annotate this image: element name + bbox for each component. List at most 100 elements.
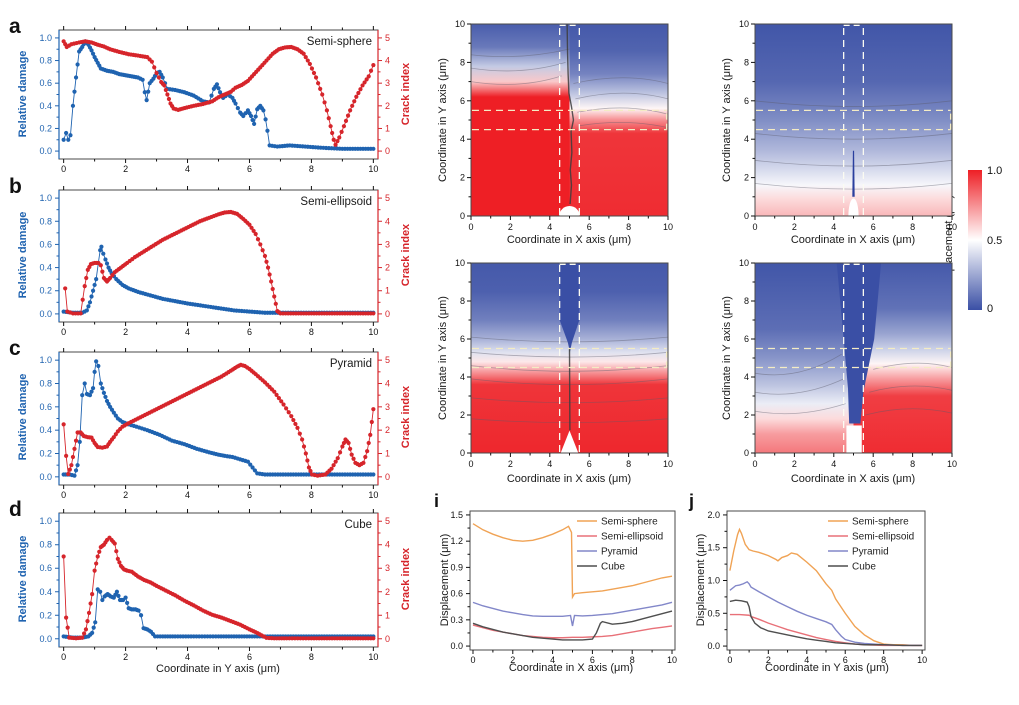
tick-label: 0.2 xyxy=(39,123,52,133)
contour-line xyxy=(754,403,846,415)
panel-f-xlabel: Coordinate in X axis (μm) xyxy=(790,234,916,246)
tick-label: 0.4 xyxy=(39,425,52,435)
series-cube xyxy=(472,610,673,641)
tick-label: 6 xyxy=(871,459,876,469)
colorbar-tick-0: 0 xyxy=(987,303,994,315)
tick-label: 0.5 xyxy=(707,608,720,618)
tick-label: 4 xyxy=(831,459,836,469)
tick-label: 4 xyxy=(547,222,552,232)
tick-label: 2 xyxy=(123,327,128,337)
tick-label: 10 xyxy=(917,655,927,665)
series-crack xyxy=(61,535,376,641)
tick-label: 10 xyxy=(455,19,465,29)
tick-label: 8 xyxy=(309,327,314,337)
tick-label: 0.8 xyxy=(39,56,52,66)
tick-label: 2 xyxy=(123,652,128,662)
tick-label: 2 xyxy=(123,490,128,500)
tick-label: 0.0 xyxy=(39,309,52,319)
tick-label: 0.2 xyxy=(39,449,52,459)
series-semi_sphere xyxy=(472,523,673,600)
tick-label: 0.0 xyxy=(450,641,463,651)
tick-label: 1.2 xyxy=(450,536,463,546)
tick-label: 4 xyxy=(744,134,749,144)
tick-label: 8 xyxy=(910,459,915,469)
tick-label: 0.6 xyxy=(39,78,52,88)
legend: Semi-sphere Semi-ellipsoid Pyramid Cube xyxy=(828,517,914,573)
panel-f-canvas: 0 2 4 6 8 10 0 2 4 6 8 10 xyxy=(739,19,957,232)
tick-label: 2 xyxy=(385,587,390,597)
tick-label: 2 xyxy=(792,222,797,232)
tick-label: 1.0 xyxy=(39,193,52,203)
tick-label: 10 xyxy=(368,327,378,337)
tick-label: 10 xyxy=(947,459,957,469)
tick-label: 0 xyxy=(61,652,66,662)
panel-label-j: j xyxy=(689,491,695,511)
tick-label: 0 xyxy=(752,222,757,232)
series-damage xyxy=(61,587,376,640)
tick-label: 6 xyxy=(247,164,252,174)
tick-label: 1 xyxy=(385,123,390,133)
panel-b-title: Semi-ellipsoid xyxy=(300,196,372,208)
tick-label: 0 xyxy=(385,146,390,156)
tick-label: 6 xyxy=(587,222,592,232)
tick-label: 0.2 xyxy=(39,286,52,296)
tick-label: 6 xyxy=(247,327,252,337)
tick-label: 4 xyxy=(460,372,465,382)
panel-d-title: Cube xyxy=(344,519,373,531)
tick-label: 0.8 xyxy=(39,379,52,389)
panel-j-canvas: 0 2 4 6 8 10 0.0 0.5 1.0 1.5 2.0 Semi-sphere Semi-el… xyxy=(707,510,927,665)
panel-h-xlabel: Coordinate in X axis (μm) xyxy=(790,473,916,485)
tick-label: 2 xyxy=(123,164,128,174)
tick-label: 0.2 xyxy=(39,610,52,620)
tick-label: 8 xyxy=(630,655,635,665)
tick-label: 2 xyxy=(510,655,515,665)
tick-label: 2 xyxy=(744,173,749,183)
tick-label: 2 xyxy=(385,101,390,111)
tick-label: 6 xyxy=(744,96,749,106)
tick-label: 0 xyxy=(385,472,390,482)
tick-label: 1.5 xyxy=(707,543,720,553)
tick-label: 0.9 xyxy=(450,562,463,572)
tick-label: 3 xyxy=(385,563,390,573)
panel-b-canvas: 0 2 4 6 8 10 0.0 0.2 0.4 0.6 0.8 1.0 0 1 2 3 4 5 xyxy=(39,186,390,337)
tick-label: 0.4 xyxy=(39,263,52,273)
tick-label: 1.0 xyxy=(39,33,52,43)
panel-g-canvas: 0 2 4 6 8 10 0 2 4 6 8 10 xyxy=(455,258,673,469)
tick-label: 8 xyxy=(309,164,314,174)
tick-label: Semi-ellipsoid xyxy=(852,532,914,543)
tick-label: Pyramid xyxy=(601,547,638,558)
tick-label: 4 xyxy=(185,327,190,337)
tick-label: 10 xyxy=(667,655,677,665)
series-crack xyxy=(61,362,376,478)
tick-label: 0.0 xyxy=(707,641,720,651)
tick-label: 0.3 xyxy=(450,615,463,625)
tick-label: 4 xyxy=(385,56,390,66)
tick-label: 2 xyxy=(766,655,771,665)
contour-line xyxy=(754,133,953,140)
tick-label: 10 xyxy=(739,258,749,268)
tick-label: 2 xyxy=(460,410,465,420)
tick-label: 10 xyxy=(368,164,378,174)
contour-line xyxy=(865,408,953,416)
panel-i-canvas: 0 2 4 6 8 100.00.30.60.91.21.5Semi-sphereSemi… xyxy=(450,510,677,665)
particle-dome xyxy=(848,198,859,216)
tick-label: 2.0 xyxy=(707,510,720,520)
tick-label: 0 xyxy=(727,655,732,665)
contour-line xyxy=(470,62,566,72)
colorbar-tick-05: 0.5 xyxy=(987,235,1003,247)
tick-label: 0.0 xyxy=(39,634,52,644)
tick-label: Cube xyxy=(601,562,625,573)
crack-spike xyxy=(852,150,855,197)
crack-wedge xyxy=(559,263,580,353)
tick-label: 1 xyxy=(385,286,390,296)
panel-c-canvas: 0 2 4 6 8 10 0.0 0.2 0.4 0.6 0.8 1.0 0 1 2 3 4 5 xyxy=(39,348,390,500)
tick-label: Semi-sphere xyxy=(601,517,658,528)
series-crack xyxy=(63,209,376,316)
tick-label: 4 xyxy=(185,164,190,174)
crack-line xyxy=(566,23,575,205)
tick-label: 0 xyxy=(468,459,473,469)
tick-label: 8 xyxy=(460,296,465,306)
tick-label: 0 xyxy=(61,164,66,174)
tick-label: 4 xyxy=(804,655,809,665)
tick-label: 6 xyxy=(590,655,595,665)
